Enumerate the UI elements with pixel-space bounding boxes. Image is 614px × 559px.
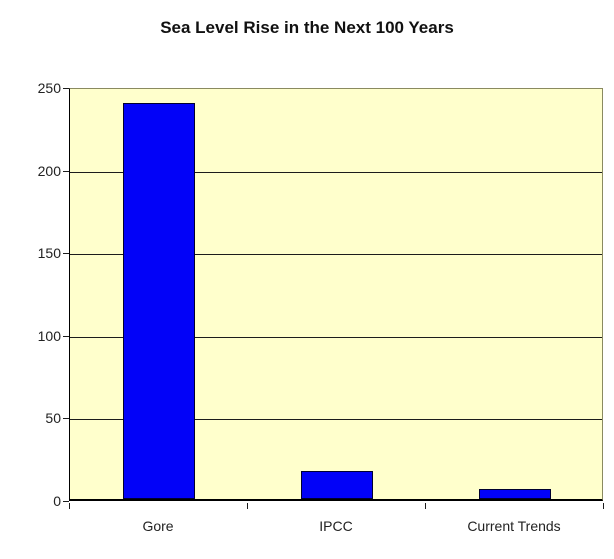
- gridline-y-50: [70, 419, 602, 420]
- gridline-y-200: [70, 172, 602, 173]
- chart-title: Sea Level Rise in the Next 100 Years: [160, 18, 454, 37]
- y-axis-label-200: 200: [37, 163, 61, 179]
- x-axis-label-gore: Gore: [142, 518, 174, 534]
- gridline-y-100: [70, 337, 602, 338]
- x-axis-tick-1: [247, 503, 248, 509]
- y-axis-label-50: 50: [45, 410, 61, 426]
- plot-area: [69, 88, 603, 501]
- y-axis-label-250: 250: [37, 80, 61, 96]
- y-axis-tick-0: [63, 501, 69, 502]
- bar-gore: [123, 103, 195, 499]
- y-axis-label-0: 0: [53, 493, 61, 509]
- y-axis-tick-100: [63, 336, 69, 337]
- x-axis-tick-3: [603, 503, 604, 509]
- y-axis-label-100: 100: [37, 328, 61, 344]
- gridline-y-150: [70, 254, 602, 255]
- y-axis-tick-150: [63, 253, 69, 254]
- y-axis-tick-200: [63, 171, 69, 172]
- x-axis-tick-2: [425, 503, 426, 509]
- x-axis-tick-0: [69, 503, 70, 509]
- y-axis-tick-250: [63, 88, 69, 89]
- x-axis-label-ipcc: IPCC: [319, 518, 353, 534]
- bar-current-trends: [479, 489, 551, 499]
- y-axis-label-150: 150: [37, 245, 61, 261]
- bar-ipcc: [301, 471, 373, 499]
- x-axis-label-current-trends: Current Trends: [467, 518, 561, 534]
- y-axis-tick-50: [63, 418, 69, 419]
